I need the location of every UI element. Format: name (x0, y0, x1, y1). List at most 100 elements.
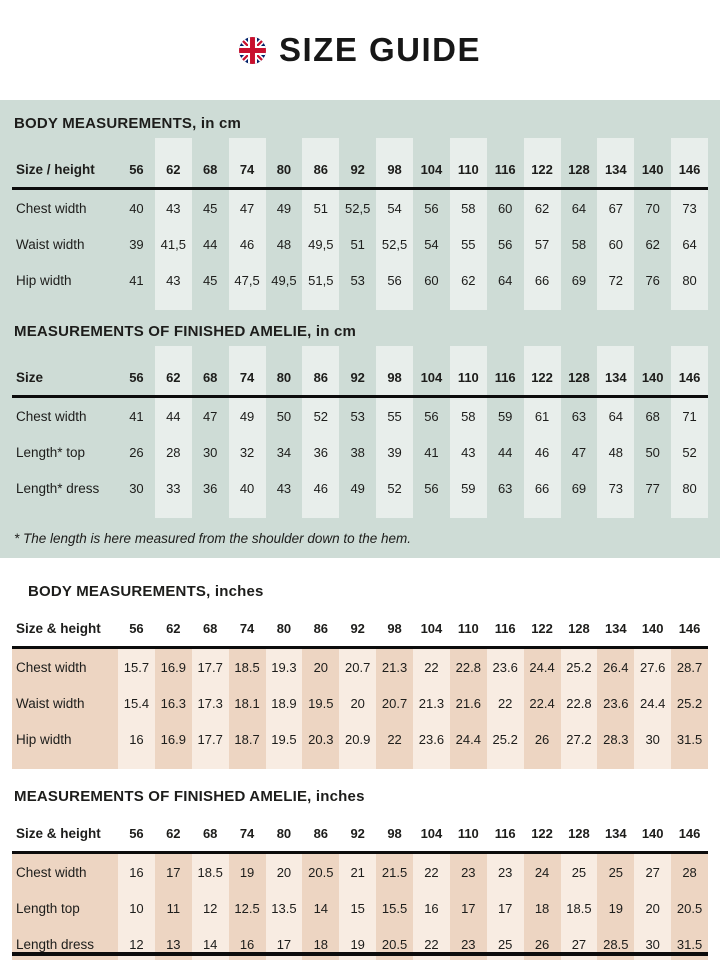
value-cell: 16.9 (154, 721, 192, 757)
pad-cell (118, 298, 155, 310)
value-cell: 20 (634, 890, 672, 926)
column-header-size: 146 (671, 151, 708, 187)
value-cell: 23.6 (597, 685, 635, 721)
column-header-size: 104 (420, 825, 443, 841)
pad-cell (228, 757, 266, 769)
value-cell: 50 (645, 444, 660, 460)
value-cell: 50 (276, 408, 292, 424)
value-cell: 24 (523, 854, 561, 890)
pad-cell (191, 757, 229, 769)
column-header-size: 56 (129, 369, 144, 385)
column-header-size: 80 (276, 620, 292, 636)
value-cell: 59 (449, 470, 487, 506)
value-cell: 62 (523, 190, 561, 226)
value-cell: 21.3 (376, 649, 413, 685)
value-cell: 17 (449, 890, 487, 926)
column-header-size: 80 (276, 825, 292, 841)
value-cell: 71 (671, 398, 708, 434)
pad-cell (597, 506, 635, 518)
value-cell: 46 (523, 434, 561, 470)
pad-cell (376, 506, 413, 518)
value-cell: 32 (228, 434, 266, 470)
value-cell: 76 (645, 272, 660, 288)
value-cell: 19.3 (265, 649, 303, 685)
pad-cell (302, 298, 340, 310)
pad-cell (413, 346, 450, 359)
value-cell: 28.7 (671, 649, 708, 685)
row-label: Waist width (12, 685, 118, 721)
column-header-size: 110 (457, 825, 479, 841)
column-header-size: 128 (568, 825, 590, 841)
value-cell: 59 (497, 408, 513, 424)
pad-cell (597, 298, 635, 310)
value-cell: 60 (597, 226, 635, 262)
column-header-size: 134 (597, 359, 635, 395)
value-cell: 56 (424, 480, 439, 496)
pad-cell (339, 346, 376, 359)
value-cell: 49 (350, 480, 365, 496)
value-cell: 51,5 (302, 262, 340, 298)
pad-cell (671, 138, 708, 151)
value-cell: 64 (671, 226, 708, 262)
column-header-size: 110 (457, 620, 479, 636)
pad-cell (561, 346, 598, 359)
value-cell: 69 (571, 272, 587, 288)
value-cell: 14 (302, 890, 340, 926)
value-cell: 22 (413, 649, 450, 685)
row-label: Length* dress (16, 480, 100, 496)
value-cell: 58 (449, 398, 487, 434)
value-cell: 34 (276, 444, 292, 460)
pad-cell (339, 138, 376, 151)
pad-cell (449, 346, 487, 359)
value-cell: 77 (645, 480, 660, 496)
column-header-size: 92 (350, 161, 365, 177)
value-cell: 52,5 (376, 226, 413, 262)
value-cell: 63 (497, 480, 513, 496)
value-cell: 30 (129, 480, 144, 496)
pad-cell (376, 346, 413, 359)
table-finished-cm: Size 56 62 68 74 80 86 92 98 104 110 116 122 128 134 14… (12, 346, 708, 518)
value-cell: 24.4 (634, 685, 672, 721)
column-header-size: 116 (494, 161, 516, 177)
pad-cell (376, 298, 413, 310)
pad-cell (192, 298, 229, 310)
column-header-size: 104 (420, 620, 443, 636)
pad-cell (266, 298, 303, 310)
pad-cell (671, 298, 708, 310)
pad-cell (561, 138, 598, 151)
pad-cell (12, 506, 118, 518)
column-header-size: 128 (568, 369, 590, 385)
table-title-body-cm: BODY MEASUREMENTS, in cm (14, 115, 242, 132)
pad-cell (339, 757, 377, 769)
pad-cell (376, 138, 413, 151)
value-cell: 12.5 (228, 890, 266, 926)
column-header-size: 128 (568, 161, 590, 177)
pad-cell (12, 298, 118, 310)
value-cell: 47 (228, 190, 266, 226)
value-cell: 28 (671, 854, 708, 890)
pad-cell (449, 298, 487, 310)
value-cell: 21.5 (376, 854, 413, 890)
column-header-size: 122 (531, 620, 553, 636)
value-cell: 47 (202, 408, 218, 424)
pad-cell (376, 757, 413, 769)
value-cell: 20.3 (302, 721, 340, 757)
value-cell: 23 (449, 854, 487, 890)
size-table: Size / height 56 62 68 74 80 86 92 98 104 110 116 12… (12, 138, 708, 310)
value-cell: 56 (497, 236, 513, 252)
value-cell: 58 (571, 236, 587, 252)
value-cell: 28 (154, 434, 192, 470)
header-divider (12, 851, 708, 854)
value-cell: 17.3 (191, 685, 229, 721)
table-title-finished-inches: MEASUREMENTS OF FINISHED AMELIE, inches (14, 788, 365, 805)
pad-cell (265, 757, 303, 769)
value-cell: 24.4 (523, 649, 561, 685)
value-cell: 64 (497, 272, 513, 288)
pad-cell (228, 138, 266, 151)
value-cell: 25.2 (486, 721, 524, 757)
value-cell: 22.8 (449, 649, 487, 685)
column-header-size: 68 (202, 161, 218, 177)
pad-cell (523, 138, 561, 151)
column-header-size: 62 (166, 620, 181, 636)
value-cell: 49 (228, 398, 266, 434)
